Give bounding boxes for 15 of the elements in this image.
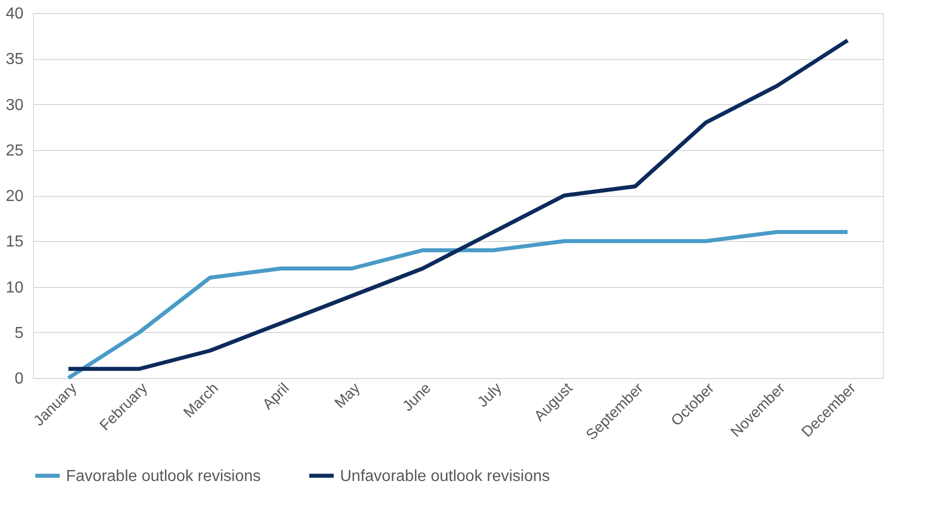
line-series <box>66 230 850 380</box>
x-tick-label: May <box>332 379 364 412</box>
line-series <box>66 38 850 371</box>
y-tick-label: 20 <box>6 188 24 205</box>
x-tick-label: July <box>474 379 506 411</box>
y-tick-label: 30 <box>6 96 24 114</box>
y-tick-label: 35 <box>6 51 24 68</box>
legend-label: Unfavorable outlook revisions <box>340 468 550 485</box>
legend-label: Favorable outlook revisions <box>66 468 261 485</box>
y-tick-label: 0 <box>14 370 24 388</box>
y-tick-label: 10 <box>6 279 24 296</box>
y-tick-label: 40 <box>6 6 24 22</box>
y-tick-label: 5 <box>14 324 24 342</box>
y-tick-label: 25 <box>6 142 24 160</box>
y-tick-label: 15 <box>6 234 24 251</box>
